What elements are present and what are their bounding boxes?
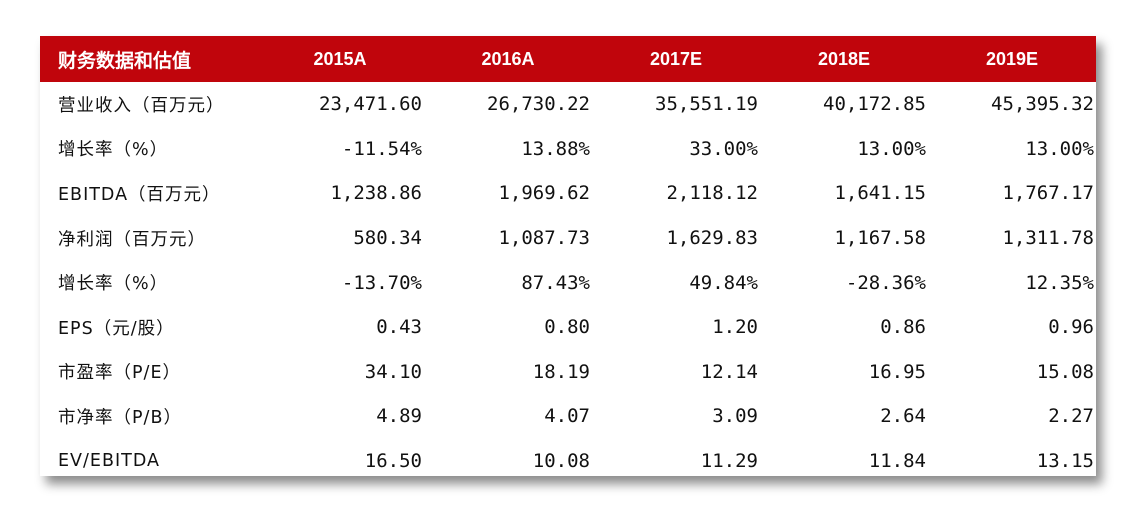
table-cell: 1,969.62 xyxy=(498,182,590,205)
table-cell: 580.34 xyxy=(353,227,422,250)
table-cell: 11.29 xyxy=(700,450,758,473)
table-cell: 49.84% xyxy=(689,271,758,294)
table-row-pe: 市盈率（P/E） 34.10 18.19 12.14 16.95 15.08 xyxy=(40,350,1096,395)
table-cell: 1,167.58 xyxy=(834,227,926,250)
table-cell: 2,118.12 xyxy=(666,182,758,205)
row-label: 市盈率（P/E） xyxy=(58,363,182,384)
row-label: 营业收入（百万元） xyxy=(58,95,225,116)
table-row-eps: EPS（元/股） 0.43 0.80 1.20 0.86 0.96 xyxy=(40,305,1096,350)
table-cell: 34.10 xyxy=(364,360,422,383)
table-cell: -13.70% xyxy=(341,271,422,294)
table-cell: 15.08 xyxy=(1036,360,1094,383)
header-year-2016a: 2016A xyxy=(481,48,535,69)
table-cell: 4.89 xyxy=(376,405,422,428)
table-cell: 0.96 xyxy=(1048,316,1094,339)
financial-valuation-table: 财务数据和估值 2015A 2016A 2017E 2018E 2019E 营业… xyxy=(40,36,1096,483)
table-cell: 3.09 xyxy=(712,405,758,428)
table-cell: 13.00% xyxy=(857,137,926,160)
table-cell: 2.64 xyxy=(880,405,926,428)
table-cell: 18.19 xyxy=(532,360,590,383)
row-label: EBITDA（百万元） xyxy=(58,184,221,205)
table-cell: 26,730.22 xyxy=(487,93,590,116)
table-cell: 1,238.86 xyxy=(330,182,422,205)
table-cell: 4.07 xyxy=(544,405,590,428)
table-cell: 16.50 xyxy=(364,450,422,473)
table-cell: 1,087.73 xyxy=(498,227,590,250)
table-cell: 0.80 xyxy=(544,316,590,339)
table-cell: 12.35% xyxy=(1025,271,1094,294)
table-cell: -11.54% xyxy=(341,137,422,160)
table-cell: 1,641.15 xyxy=(834,182,926,205)
table-cell: -28.36% xyxy=(845,271,926,294)
table-row-net-profit: 净利润（百万元） 580.34 1,087.73 1,629.83 1,167.… xyxy=(40,216,1096,261)
table-cell: 23,471.60 xyxy=(319,93,422,116)
row-label: 净利润（百万元） xyxy=(58,229,206,250)
table-cell: 1,767.17 xyxy=(1002,182,1094,205)
table-cell: 13.00% xyxy=(1025,137,1094,160)
table-row-ebitda: EBITDA（百万元） 1,238.86 1,969.62 2,118.12 1… xyxy=(40,171,1096,216)
table-cell: 13.15 xyxy=(1036,450,1094,473)
table-cell: 13.88% xyxy=(521,137,590,160)
row-label: 市净率（P/B） xyxy=(58,407,182,428)
table-cell: 1,629.83 xyxy=(666,227,758,250)
row-label: 增长率（%） xyxy=(58,274,169,295)
table-cell: 0.86 xyxy=(880,316,926,339)
table-cell: 1,311.78 xyxy=(1002,227,1094,250)
table-cell: 16.95 xyxy=(868,360,926,383)
table-cell: 1.20 xyxy=(712,316,758,339)
table-row-pb: 市净率（P/B） 4.89 4.07 3.09 2.64 2.27 xyxy=(40,394,1096,439)
table-row-revenue-growth: 增长率（%） -11.54% 13.88% 33.00% 13.00% 13.0… xyxy=(40,127,1096,172)
table-cell: 33.00% xyxy=(689,137,758,160)
header-year-2017e: 2017E xyxy=(649,48,703,69)
financial-table-card: 财务数据和估值 2015A 2016A 2017E 2018E 2019E 营业… xyxy=(40,36,1096,476)
table-row-revenue: 营业收入（百万元） 23,471.60 26,730.22 35,551.19 … xyxy=(40,82,1096,127)
header-label: 财务数据和估值 xyxy=(58,49,192,72)
table-cell: 45,395.32 xyxy=(991,93,1094,116)
header-year-2018e: 2018E xyxy=(817,48,871,69)
row-label: EV/EBITDA xyxy=(58,451,160,472)
table-cell: 87.43% xyxy=(521,271,590,294)
header-year-2019e: 2019E xyxy=(985,48,1039,69)
table-cell: 11.84 xyxy=(868,450,926,473)
table-cell: 2.27 xyxy=(1048,405,1094,428)
table-header-row: 财务数据和估值 2015A 2016A 2017E 2018E 2019E xyxy=(40,36,1096,82)
row-label: 增长率（%） xyxy=(58,140,169,161)
table-cell: 0.43 xyxy=(376,316,422,339)
table-cell: 35,551.19 xyxy=(655,93,758,116)
table-cell: 10.08 xyxy=(532,450,590,473)
table-cell: 12.14 xyxy=(700,360,758,383)
table-row-ev-ebitda: EV/EBITDA 16.50 10.08 11.29 11.84 13.15 xyxy=(40,439,1096,484)
table-row-profit-growth: 增长率（%） -13.70% 87.43% 49.84% -28.36% 12.… xyxy=(40,260,1096,305)
table-cell: 40,172.85 xyxy=(823,93,926,116)
header-year-2015a: 2015A xyxy=(313,48,367,69)
row-label: EPS（元/股） xyxy=(58,318,175,339)
